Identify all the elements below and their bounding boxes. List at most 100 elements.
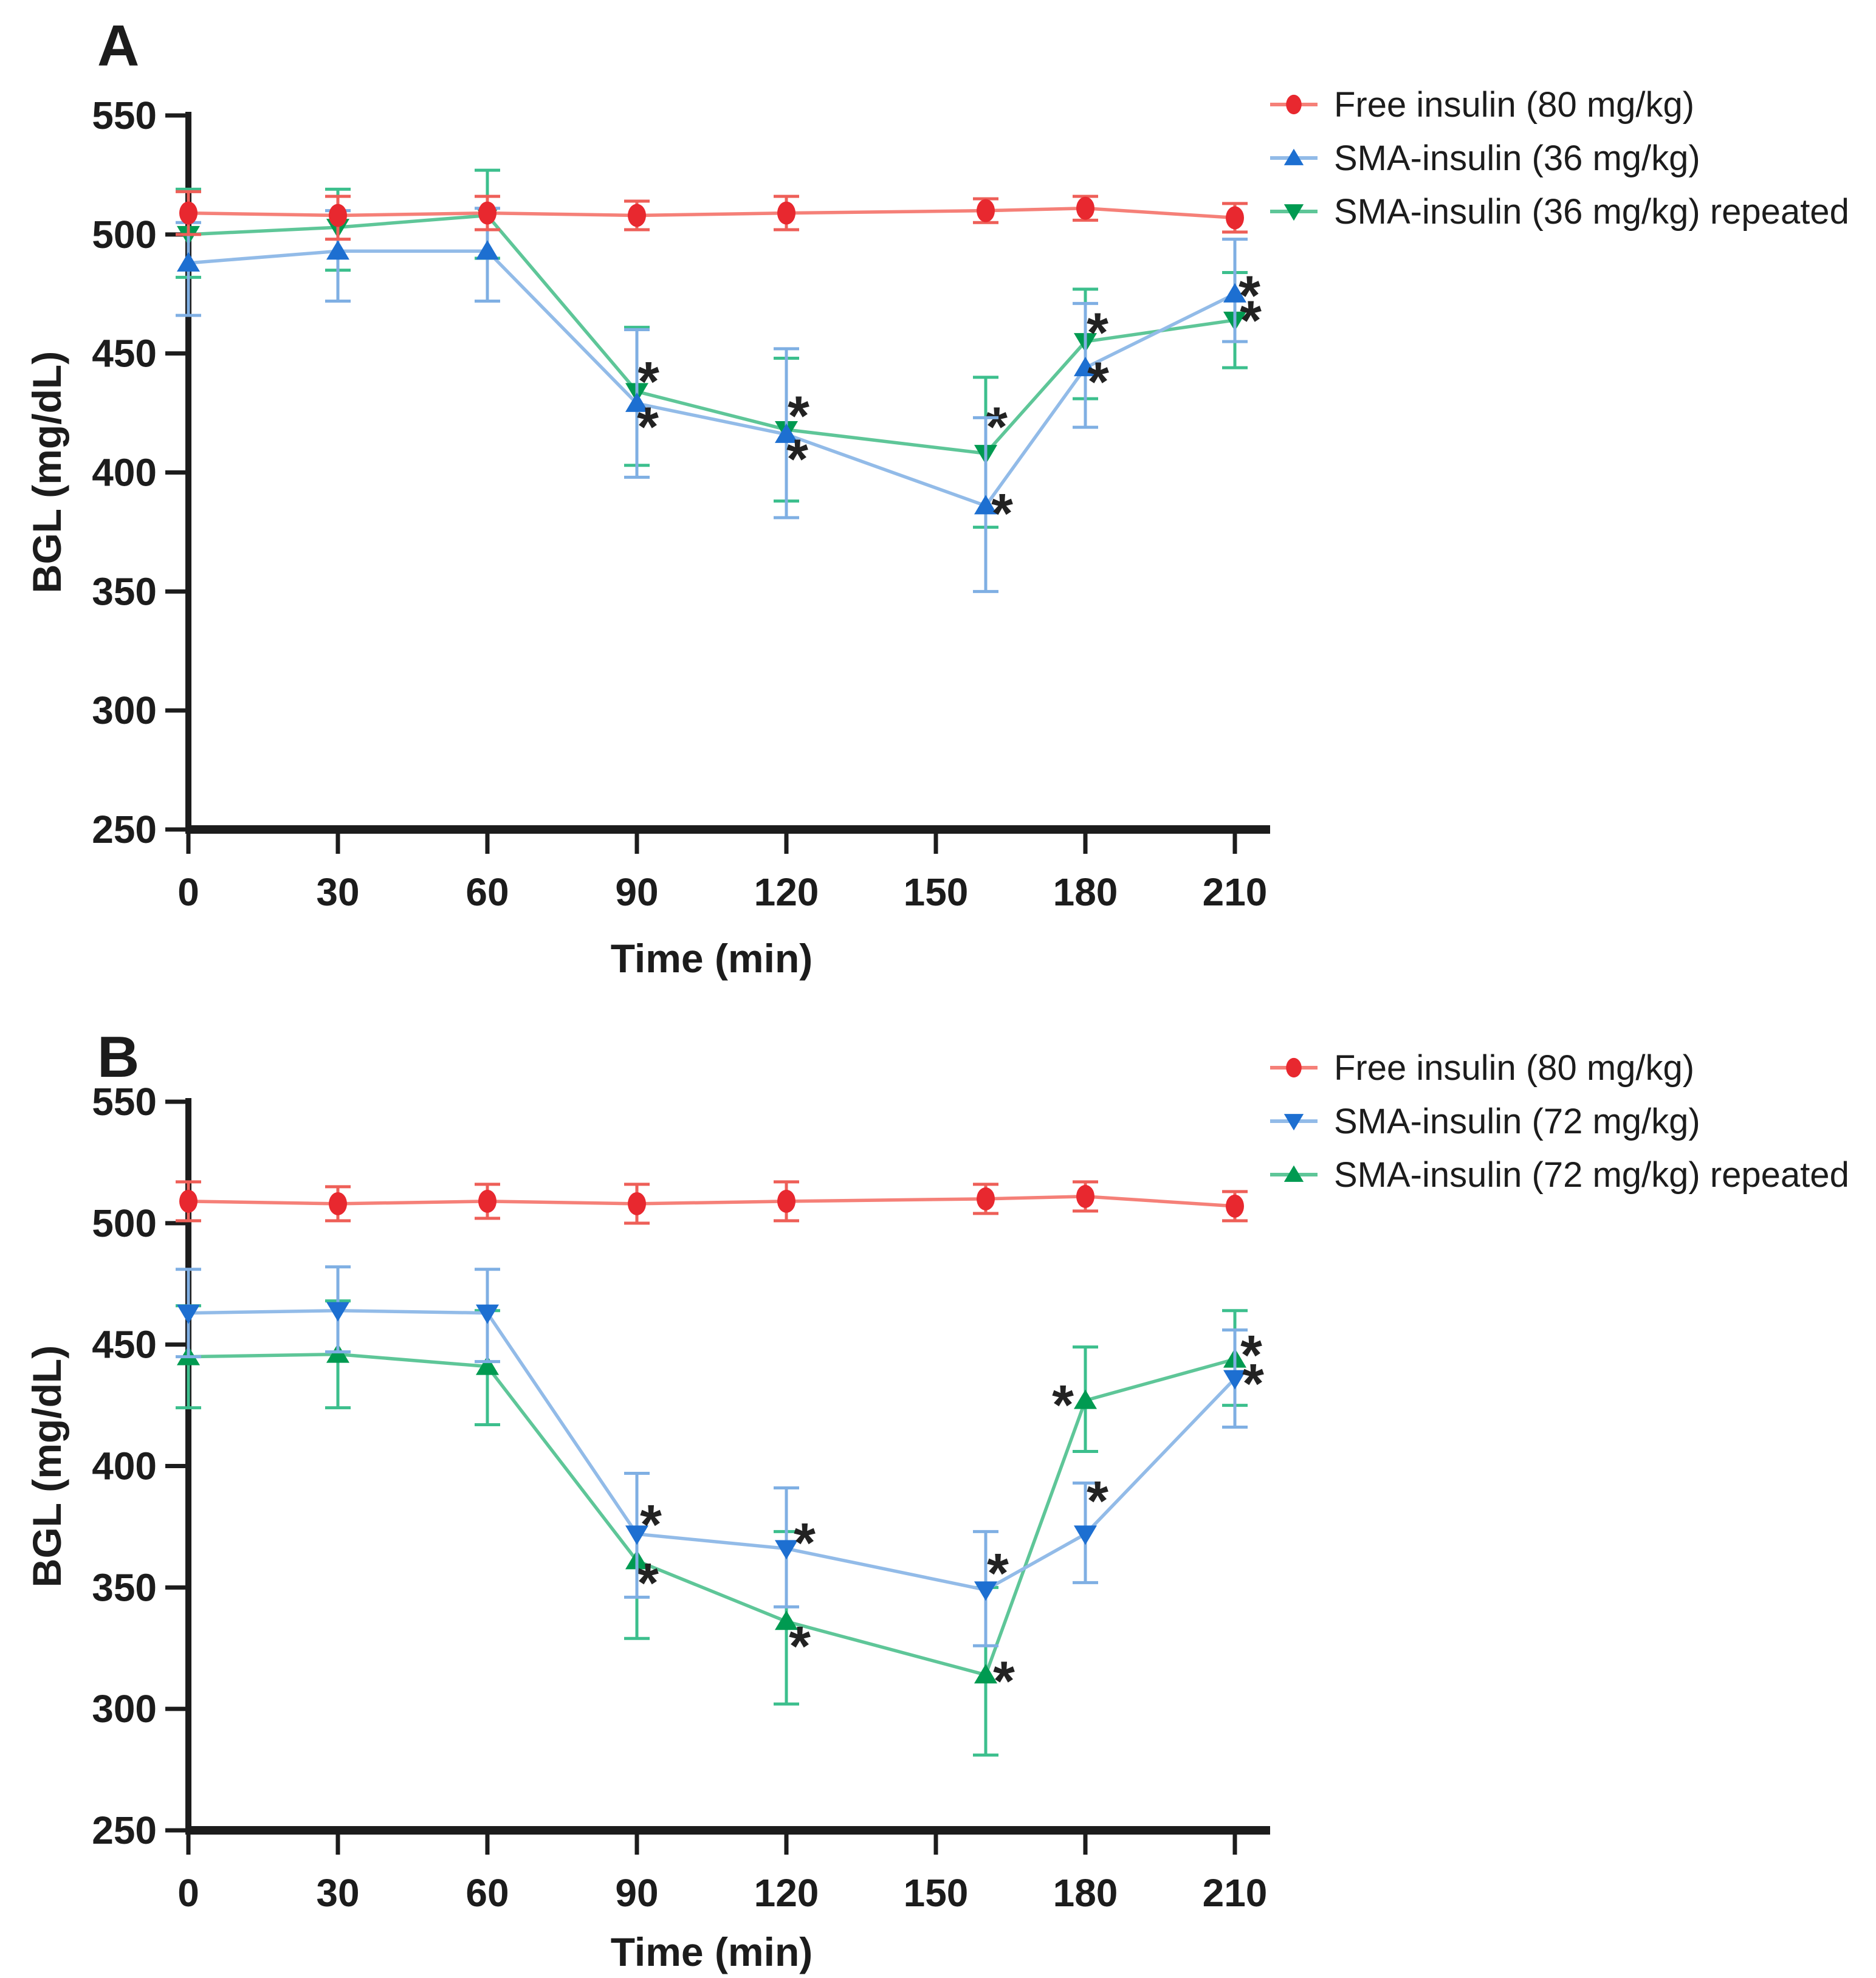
data-point-marker: [177, 252, 200, 272]
x-tick-label: 210: [1203, 870, 1268, 914]
data-point-marker: [329, 204, 347, 227]
significance-asterisk: *: [637, 1552, 659, 1614]
x-tick-label: 60: [466, 870, 509, 914]
data-point-marker: [1226, 206, 1244, 230]
significance-asterisk: *: [786, 428, 808, 490]
y-tick-label: 250: [92, 808, 157, 851]
panel-a-y-axis-title: BGL (mg/dL): [24, 351, 69, 593]
x-tick-label: 60: [466, 1871, 509, 1915]
series-free-insulin-80-mg-kg-: [176, 190, 1248, 241]
significance-asterisk: *: [789, 1615, 811, 1677]
data-point-marker: [1074, 1389, 1097, 1409]
data-point-marker: [1223, 283, 1246, 303]
y-tick-label: 300: [92, 1687, 157, 1731]
legend-entry: Free insulin (80 mg/kg): [1270, 1048, 1694, 1088]
legend-label: SMA-insulin (72 mg/kg) repeated: [1334, 1155, 1849, 1195]
data-point-marker: [1076, 196, 1094, 220]
panel-b-plot: 550 500 450 400 350 300 250 0 30 60 90 120 150 180 210…: [92, 1048, 1849, 1915]
data-point-marker: [1226, 1194, 1244, 1218]
significance-asterisk: *: [1087, 351, 1109, 413]
panel-b-y-axis-title: BGL (mg/dL): [24, 1345, 69, 1587]
y-tick-label: 500: [92, 213, 157, 256]
legend: Free insulin (80 mg/kg) SMA-insulin (72 m…: [1270, 1048, 1849, 1195]
data-point-marker: [1074, 357, 1097, 377]
significance-asterisk: *: [637, 396, 659, 458]
series-line: [188, 213, 1235, 455]
significance-asterisk: *: [986, 396, 1008, 458]
panel-b-x-axis-title: Time (min): [611, 1929, 813, 1974]
legend-entry: SMA-insulin (72 mg/kg): [1270, 1102, 1700, 1141]
significance-asterisk: *: [1239, 265, 1260, 327]
y-tick-label: 500: [92, 1201, 157, 1245]
panel-a-x-axis-title: Time (min): [611, 936, 813, 981]
data-point-marker: [1074, 1525, 1097, 1545]
significance-asterisk: *: [1052, 1375, 1074, 1437]
y-tick-label: 300: [92, 689, 157, 732]
legend-marker: [1283, 1114, 1304, 1131]
y-tick-label: 550: [92, 94, 157, 137]
x-tick-label: 30: [316, 870, 359, 914]
data-point-marker: [628, 1192, 646, 1215]
series-sma-insulin-72-mg-kg-: * * ***: [176, 1265, 1264, 1647]
legend-label: Free insulin (80 mg/kg): [1334, 1048, 1694, 1088]
series-line: [188, 1195, 1235, 1208]
data-point-marker: [476, 240, 499, 260]
legend-marker: [1283, 204, 1304, 221]
legend-entry: SMA-insulin (36 mg/kg): [1270, 139, 1700, 178]
x-tick-label: 120: [754, 1871, 819, 1915]
x-tick-label: 210: [1203, 1871, 1268, 1915]
x-tick-label: 90: [615, 1871, 658, 1915]
panel-b-letter: B: [97, 1025, 139, 1090]
significance-asterisk: *: [993, 1650, 1015, 1712]
data-point-marker: [977, 199, 995, 222]
significance-asterisk: *: [1087, 302, 1108, 364]
legend-entry: SMA-insulin (72 mg/kg) repeated: [1270, 1155, 1849, 1195]
data-point-marker: [974, 1581, 997, 1601]
significance-asterisk: *: [640, 1494, 662, 1556]
series-line: [188, 1308, 1236, 1592]
significance-asterisk: *: [1087, 1470, 1108, 1532]
data-point-marker: [476, 1355, 499, 1375]
data-point-marker: [775, 1540, 798, 1560]
series-free-insulin-80-mg-kg-: [176, 1180, 1248, 1225]
x-tick-label: 150: [904, 1871, 969, 1915]
significance-asterisk: *: [987, 1542, 1009, 1604]
significance-asterisk: *: [1240, 1325, 1262, 1387]
significance-asterisk: *: [991, 482, 1013, 544]
y-tick-label: 450: [92, 1323, 157, 1367]
series-line: [188, 1352, 1235, 1677]
legend-label: Free insulin (80 mg/kg): [1334, 85, 1694, 125]
y-tick-label: 400: [92, 451, 157, 495]
x-tick-label: 90: [615, 870, 658, 914]
data-point-marker: [1076, 1184, 1094, 1208]
legend-marker: [1283, 148, 1304, 165]
y-tick-label: 250: [92, 1808, 157, 1852]
data-point-marker: [476, 1304, 499, 1324]
y-tick-label: 350: [92, 569, 157, 613]
y-tick-label: 400: [92, 1444, 157, 1488]
y-tick-label: 350: [92, 1565, 157, 1609]
data-point-marker: [974, 1664, 997, 1684]
data-point-marker: [775, 423, 798, 443]
series-line: [188, 249, 1236, 508]
legend-marker: [1286, 1057, 1302, 1078]
data-point-marker: [628, 204, 646, 227]
data-point-marker: [329, 1192, 347, 1215]
data-point-marker: [777, 1189, 795, 1213]
legend-entry: SMA-insulin (36 mg/kg) repeated: [1270, 192, 1849, 232]
data-point-marker: [478, 1189, 496, 1213]
panel-a-letter: A: [97, 13, 139, 78]
data-point-marker: [777, 201, 795, 225]
y-tick-label: 450: [92, 332, 157, 376]
series-sma-insulin-36-mg-kg-: *****: [176, 207, 1260, 593]
data-point-marker: [478, 201, 496, 225]
data-point-marker: [775, 1610, 798, 1630]
data-point-marker: [179, 1189, 198, 1213]
data-point-marker: [179, 201, 198, 225]
data-point-marker: [977, 1187, 995, 1210]
y-tick-label: 550: [92, 1080, 157, 1124]
legend-marker: [1283, 1165, 1304, 1182]
x-tick-label: 0: [177, 1871, 199, 1915]
x-tick-label: 180: [1053, 1871, 1118, 1915]
